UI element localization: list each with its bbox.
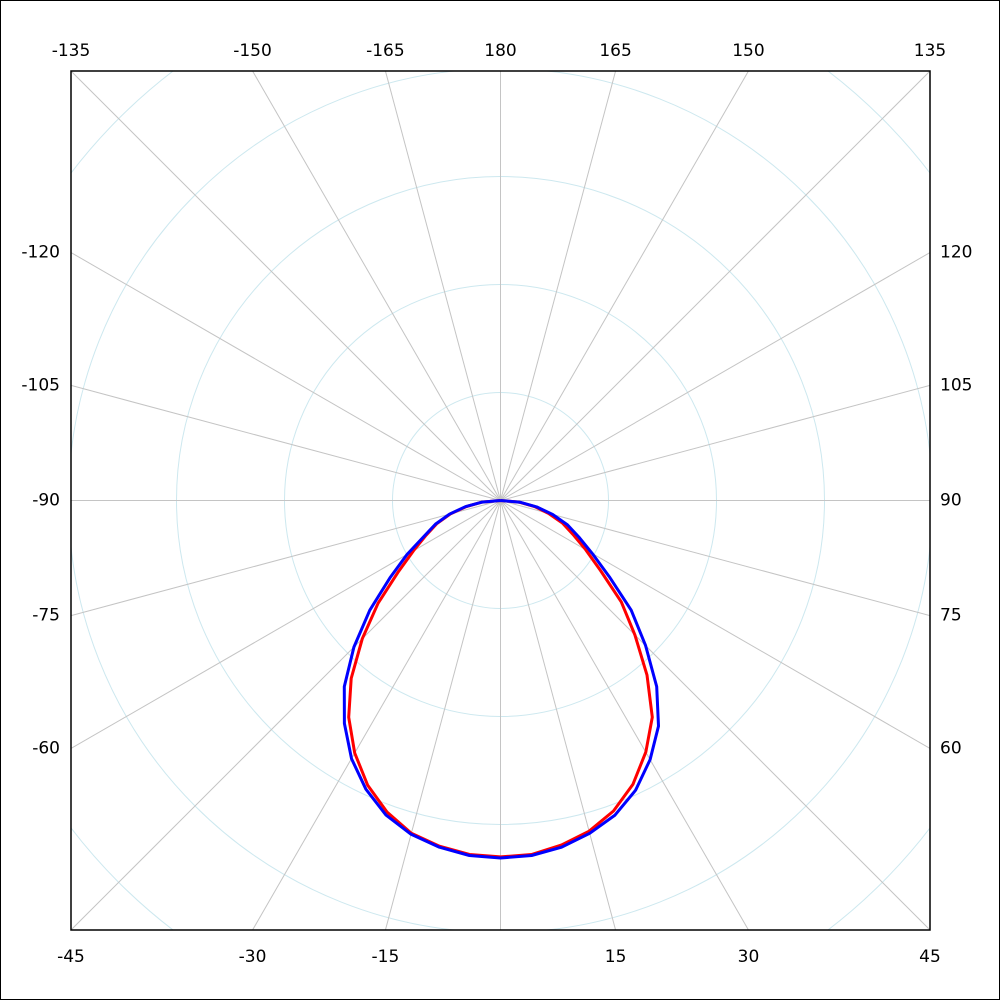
theta-tick-label: -75 bbox=[32, 606, 60, 626]
grid-line bbox=[500, 500, 930, 749]
grid-line bbox=[384, 71, 501, 501]
grid-line bbox=[384, 500, 501, 930]
theta-tick-label: 120 bbox=[940, 243, 972, 263]
theta-tick-label: -135 bbox=[52, 41, 91, 61]
theta-tick-label: 30 bbox=[738, 947, 760, 967]
grid-line bbox=[500, 71, 749, 501]
theta-tick-label: 165 bbox=[599, 41, 631, 61]
grid-line bbox=[71, 384, 501, 501]
theta-tick-label: 180 bbox=[484, 41, 516, 61]
grid-line bbox=[500, 500, 930, 617]
grid-line bbox=[71, 500, 501, 930]
grid-line bbox=[500, 384, 930, 501]
grid-line bbox=[500, 71, 930, 501]
theta-tick-label: 135 bbox=[914, 41, 946, 61]
theta-tick-label: 45 bbox=[919, 947, 941, 967]
grid-line bbox=[252, 500, 501, 930]
grid-line bbox=[71, 500, 501, 749]
theta-tick-label: 150 bbox=[732, 41, 764, 61]
grid-line bbox=[500, 500, 749, 930]
theta-tick-label: -15 bbox=[372, 947, 400, 967]
grid-line bbox=[500, 500, 617, 930]
grid-line bbox=[71, 252, 501, 501]
theta-tick-label: 15 bbox=[605, 947, 627, 967]
grid-line bbox=[500, 71, 617, 501]
theta-tick-label: -90 bbox=[32, 491, 60, 511]
theta-tick-label: -150 bbox=[233, 41, 272, 61]
grid-line bbox=[71, 500, 501, 617]
intensity-curve bbox=[342, 499, 660, 860]
grid-line bbox=[252, 71, 501, 501]
theta-tick-label: -45 bbox=[57, 947, 85, 967]
theta-tick-label: 90 bbox=[940, 491, 962, 511]
grid-line bbox=[500, 252, 930, 501]
theta-tick-label: 75 bbox=[940, 606, 962, 626]
theta-tick-label: -30 bbox=[239, 947, 267, 967]
labels: -165 -150 -135 -120 -105 -90 -75 -60 -45 -30 -15 15… bbox=[21, 41, 972, 967]
theta-tick-label: -60 bbox=[32, 738, 60, 758]
theta-tick-label: -120 bbox=[21, 243, 60, 263]
curves bbox=[342, 499, 660, 860]
plot-border bbox=[70, 70, 931, 931]
grid-line bbox=[500, 500, 930, 930]
theta-tick-label: 60 bbox=[940, 738, 962, 758]
theta-tick-label: 105 bbox=[940, 375, 972, 395]
theta-tick-label: -165 bbox=[366, 41, 405, 61]
grid-line bbox=[71, 71, 501, 501]
theta-tick-label: -105 bbox=[21, 375, 60, 395]
